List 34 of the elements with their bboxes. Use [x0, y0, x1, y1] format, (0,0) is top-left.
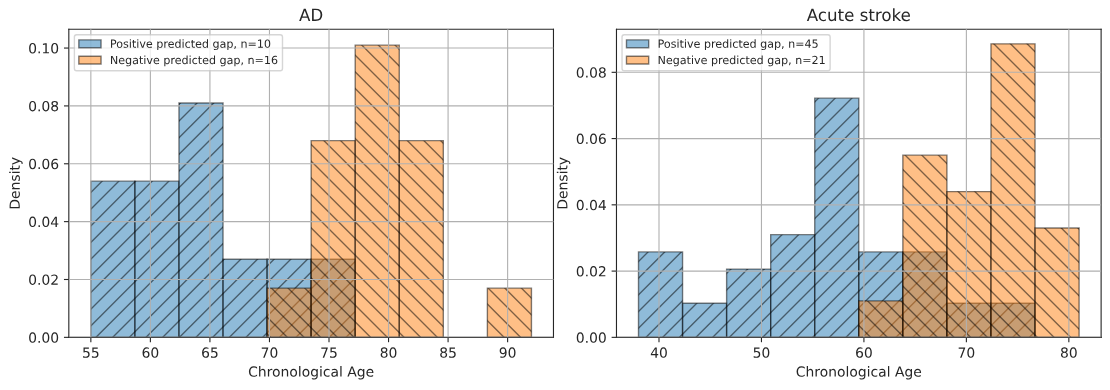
- y-tick-label: 0.04: [576, 199, 606, 211]
- x-tick-label: 60: [142, 347, 159, 358]
- x-tick-label: 40: [650, 347, 667, 358]
- y-tick-label: 0.08: [29, 100, 59, 112]
- chart-title: AD: [299, 8, 323, 21]
- chart-title: Acute stroke: [806, 8, 910, 22]
- x-tick-label: 80: [380, 347, 397, 358]
- x-axis-title: Chronological Age: [796, 366, 922, 380]
- x-tick-label: 80: [1060, 347, 1077, 358]
- legend-label: Positive predicted gap, n=10: [111, 39, 271, 50]
- x-tick-label: 55: [83, 347, 99, 358]
- legend-label: Negative predicted gap, n=16: [111, 55, 278, 67]
- x-tick-label: 60: [856, 347, 872, 358]
- x-tick-label: 70: [958, 347, 975, 358]
- y-axis-title: Density: [9, 157, 23, 209]
- y-tick-label: 0.08: [576, 67, 606, 78]
- y-tick-label: 0.02: [29, 274, 58, 285]
- x-tick-label: 50: [753, 347, 770, 358]
- x-tick-label: 75: [321, 347, 337, 358]
- x-axis-title: Chronological Age: [248, 366, 374, 380]
- y-tick-label: 0.02: [576, 266, 606, 277]
- y-tick-label: 0.06: [29, 158, 59, 170]
- legend-label: Negative predicted gap, n=21: [658, 55, 825, 67]
- y-axis-title: Density: [556, 157, 571, 209]
- x-tick-label: 90: [499, 347, 516, 358]
- y-tick-label: 0.10: [29, 43, 59, 54]
- x-tick-label: 70: [261, 347, 278, 358]
- y-tick-label: 0.06: [576, 133, 606, 145]
- x-tick-label: 85: [440, 347, 456, 358]
- y-tick-label: 0.00: [576, 332, 606, 343]
- y-tick-label: 0.00: [29, 332, 59, 343]
- y-tick-label: 0.04: [29, 216, 59, 228]
- x-tick-label: 65: [202, 347, 218, 358]
- legend-label: Positive predicted gap, n=45: [658, 39, 818, 50]
